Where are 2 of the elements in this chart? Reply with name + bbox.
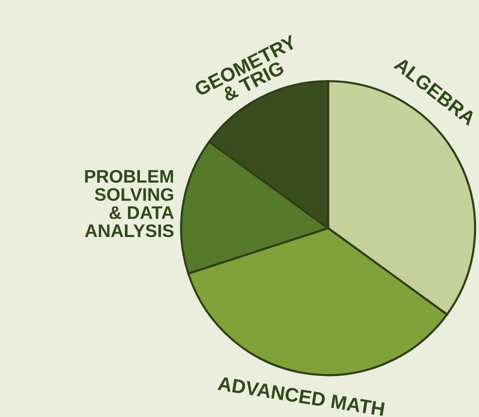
slice-label: ADVANCED MATH: [217, 376, 385, 416]
slice-label: PROBLEM SOLVING & DATA ANALYSIS: [85, 170, 174, 238]
